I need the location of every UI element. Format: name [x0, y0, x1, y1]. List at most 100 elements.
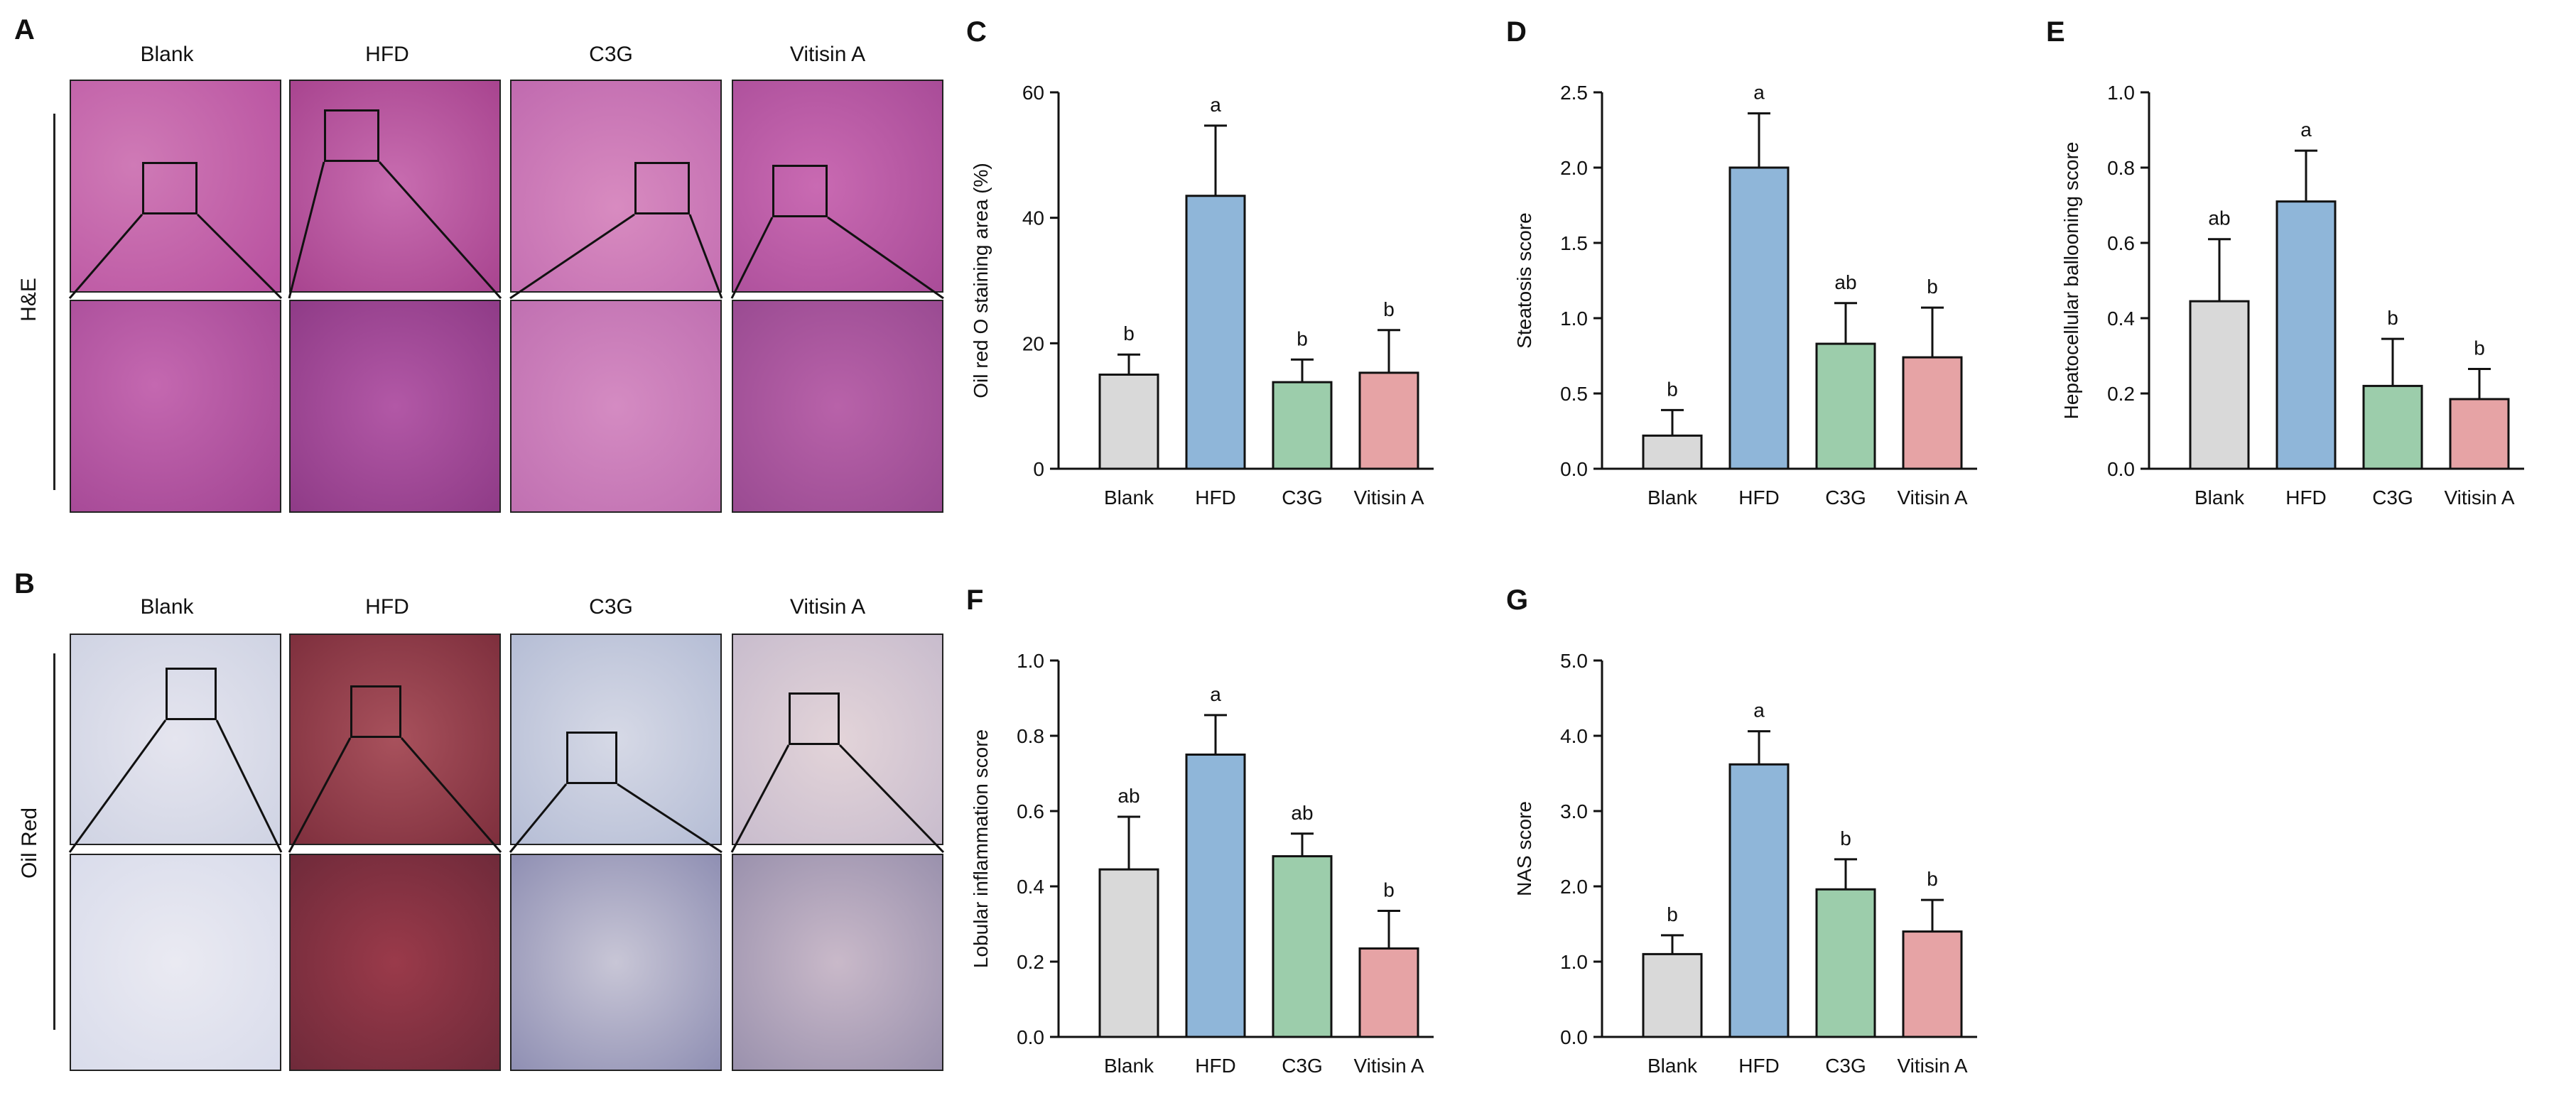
sig-letter-vitisin-a: b — [1927, 276, 1938, 298]
bar-vitisin-a — [2449, 398, 2510, 470]
oil-high-hfd — [289, 854, 501, 1071]
row-bracket-b — [53, 653, 55, 1030]
sig-letter-hfd: a — [1753, 700, 1765, 722]
sig-letter-blank: b — [1667, 903, 1678, 925]
he-high-c3g — [510, 300, 722, 513]
bar-c3g — [1815, 342, 1876, 470]
col-label-hfd-b: HFD — [365, 595, 409, 619]
y-tick-label: 0 — [1033, 458, 1044, 480]
he-inset-c3g — [634, 162, 690, 214]
bar-vitisin-a — [1902, 930, 1963, 1038]
y-tick-label: 0.6 — [2107, 232, 2135, 254]
sig-letter-hfd: a — [1210, 683, 1221, 705]
oil-inset-hfd — [350, 685, 401, 738]
bar-blank — [1098, 374, 1159, 470]
col-label-vitisin-a-b: Vitisin A — [789, 595, 866, 619]
chart-c: C 0 20 40 60 Oil red O staining area (%) b Blan… — [966, 16, 1434, 509]
y-tick-label: 4.0 — [1560, 725, 1588, 747]
bar-hfd — [1185, 754, 1246, 1038]
y-tick-label: 60 — [1022, 82, 1044, 104]
chart-f: F 0.0 0.2 0.4 0.6 0.8 1.0 Lobular inflammation … — [966, 585, 1434, 1077]
oil-high-c3g — [510, 854, 722, 1071]
y-tick-label: 1.5 — [1560, 232, 1588, 254]
col-label-c3g-a: C3G — [589, 43, 633, 66]
oil-inset-blank — [166, 668, 217, 720]
y-tick-label: 0.0 — [1560, 1026, 1588, 1048]
sig-letter-hfd: a — [2300, 119, 2312, 141]
x-tick-label-blank: Blank — [1104, 487, 1154, 509]
row-bracket-a — [53, 114, 55, 490]
x-tick-label-c3g: C3G — [1282, 487, 1323, 509]
y-tick-label: 3.0 — [1560, 800, 1588, 822]
x-tick-label-c3g: C3G — [1825, 487, 1866, 509]
bar-vitisin-a — [1358, 947, 1419, 1038]
bar-hfd — [1728, 763, 1790, 1038]
bar-vitisin-a — [1358, 371, 1419, 470]
y-tick-label: 0.4 — [1017, 876, 1044, 898]
sig-letter-c3g: ab — [1291, 802, 1313, 824]
y-tick-label: 20 — [1022, 332, 1044, 354]
bar-blank — [1642, 434, 1703, 470]
x-tick-label-blank: Blank — [1647, 1055, 1698, 1077]
chart-d: D 0.0 0.5 1.0 1.5 2.0 2.5 Steatosis score b Blank… — [1506, 16, 1977, 509]
x-tick-label-vitisin-a: Vitisin A — [1353, 1055, 1424, 1077]
x-tick-label-c3g: C3G — [1282, 1055, 1323, 1077]
y-tick-label: 0.0 — [2107, 458, 2135, 480]
y-tick-label: 0.0 — [1560, 458, 1588, 480]
panel-letter-e: E — [2046, 16, 2065, 48]
x-tick-label-hfd: HFD — [1195, 487, 1236, 509]
y-tick-label: 0.4 — [2107, 308, 2135, 330]
sig-letter-c3g: ab — [1834, 271, 1856, 293]
col-label-c3g-b: C3G — [589, 595, 633, 619]
panel-letter-g: G — [1506, 585, 1528, 616]
bar-vitisin-a — [1902, 356, 1963, 470]
y-axis-label: Steatosis score — [1513, 212, 1535, 348]
y-axis-label: Hepatocellular ballooning score — [2060, 142, 2082, 420]
sig-letter-c3g: b — [2387, 307, 2398, 329]
bar-blank — [1642, 952, 1703, 1038]
x-tick-label-vitisin-a: Vitisin A — [1897, 487, 1967, 509]
x-tick-label-c3g: C3G — [1825, 1055, 1866, 1077]
y-tick-label: 1.0 — [2107, 82, 2135, 104]
col-label-hfd-a: HFD — [365, 43, 409, 66]
oil-inset-vitisin — [789, 692, 840, 745]
y-axis-label: Lobular inflammation score — [970, 729, 992, 968]
y-tick-label: 5.0 — [1560, 650, 1588, 672]
y-axis-label: Oil red O staining area (%) — [970, 163, 992, 398]
he-low-vitisin — [732, 80, 943, 293]
y-tick-label: 40 — [1022, 207, 1044, 229]
sig-letter-blank: ab — [2208, 207, 2230, 229]
col-label-blank-b: Blank — [140, 595, 194, 619]
sig-letter-vitisin-a: b — [1383, 298, 1395, 320]
sig-letter-c3g: b — [1840, 827, 1851, 849]
sig-letter-vitisin-a: b — [2474, 337, 2485, 359]
oil-inset-c3g — [566, 732, 617, 784]
chart-g: G 0.0 1.0 2.0 3.0 4.0 5.0 NAS score b Blank a HFD b C… — [1506, 585, 1977, 1077]
sig-letter-hfd: a — [1210, 94, 1221, 116]
bar-c3g — [1815, 888, 1876, 1038]
bar-hfd — [1728, 166, 1790, 470]
y-tick-label: 1.0 — [1560, 951, 1588, 973]
x-tick-label-blank: Blank — [1647, 487, 1698, 509]
col-label-blank-a: Blank — [140, 43, 194, 66]
y-tick-label: 0.5 — [1560, 383, 1588, 405]
x-tick-label-hfd: HFD — [1738, 1055, 1780, 1077]
bar-blank — [1098, 868, 1159, 1038]
x-tick-label-vitisin-a: Vitisin A — [2444, 487, 2514, 509]
y-axis-label: NAS score — [1513, 801, 1535, 896]
x-tick-label-c3g: C3G — [2372, 487, 2413, 509]
bar-hfd — [1185, 195, 1246, 470]
bar-c3g — [1272, 381, 1333, 470]
y-tick-label: 0.8 — [2107, 157, 2135, 179]
he-high-hfd — [289, 300, 501, 513]
x-tick-label-vitisin-a: Vitisin A — [1353, 487, 1424, 509]
sig-letter-vitisin-a: b — [1383, 879, 1395, 901]
sig-letter-blank: b — [1123, 322, 1135, 344]
he-low-c3g — [510, 80, 722, 293]
y-tick-label: 2.0 — [1560, 157, 1588, 179]
y-tick-label: 1.0 — [1560, 308, 1588, 330]
bar-hfd — [2275, 200, 2337, 470]
panel-letter-d: D — [1506, 16, 1527, 48]
y-tick-label: 2.5 — [1560, 82, 1588, 104]
he-inset-vitisin — [772, 165, 828, 217]
